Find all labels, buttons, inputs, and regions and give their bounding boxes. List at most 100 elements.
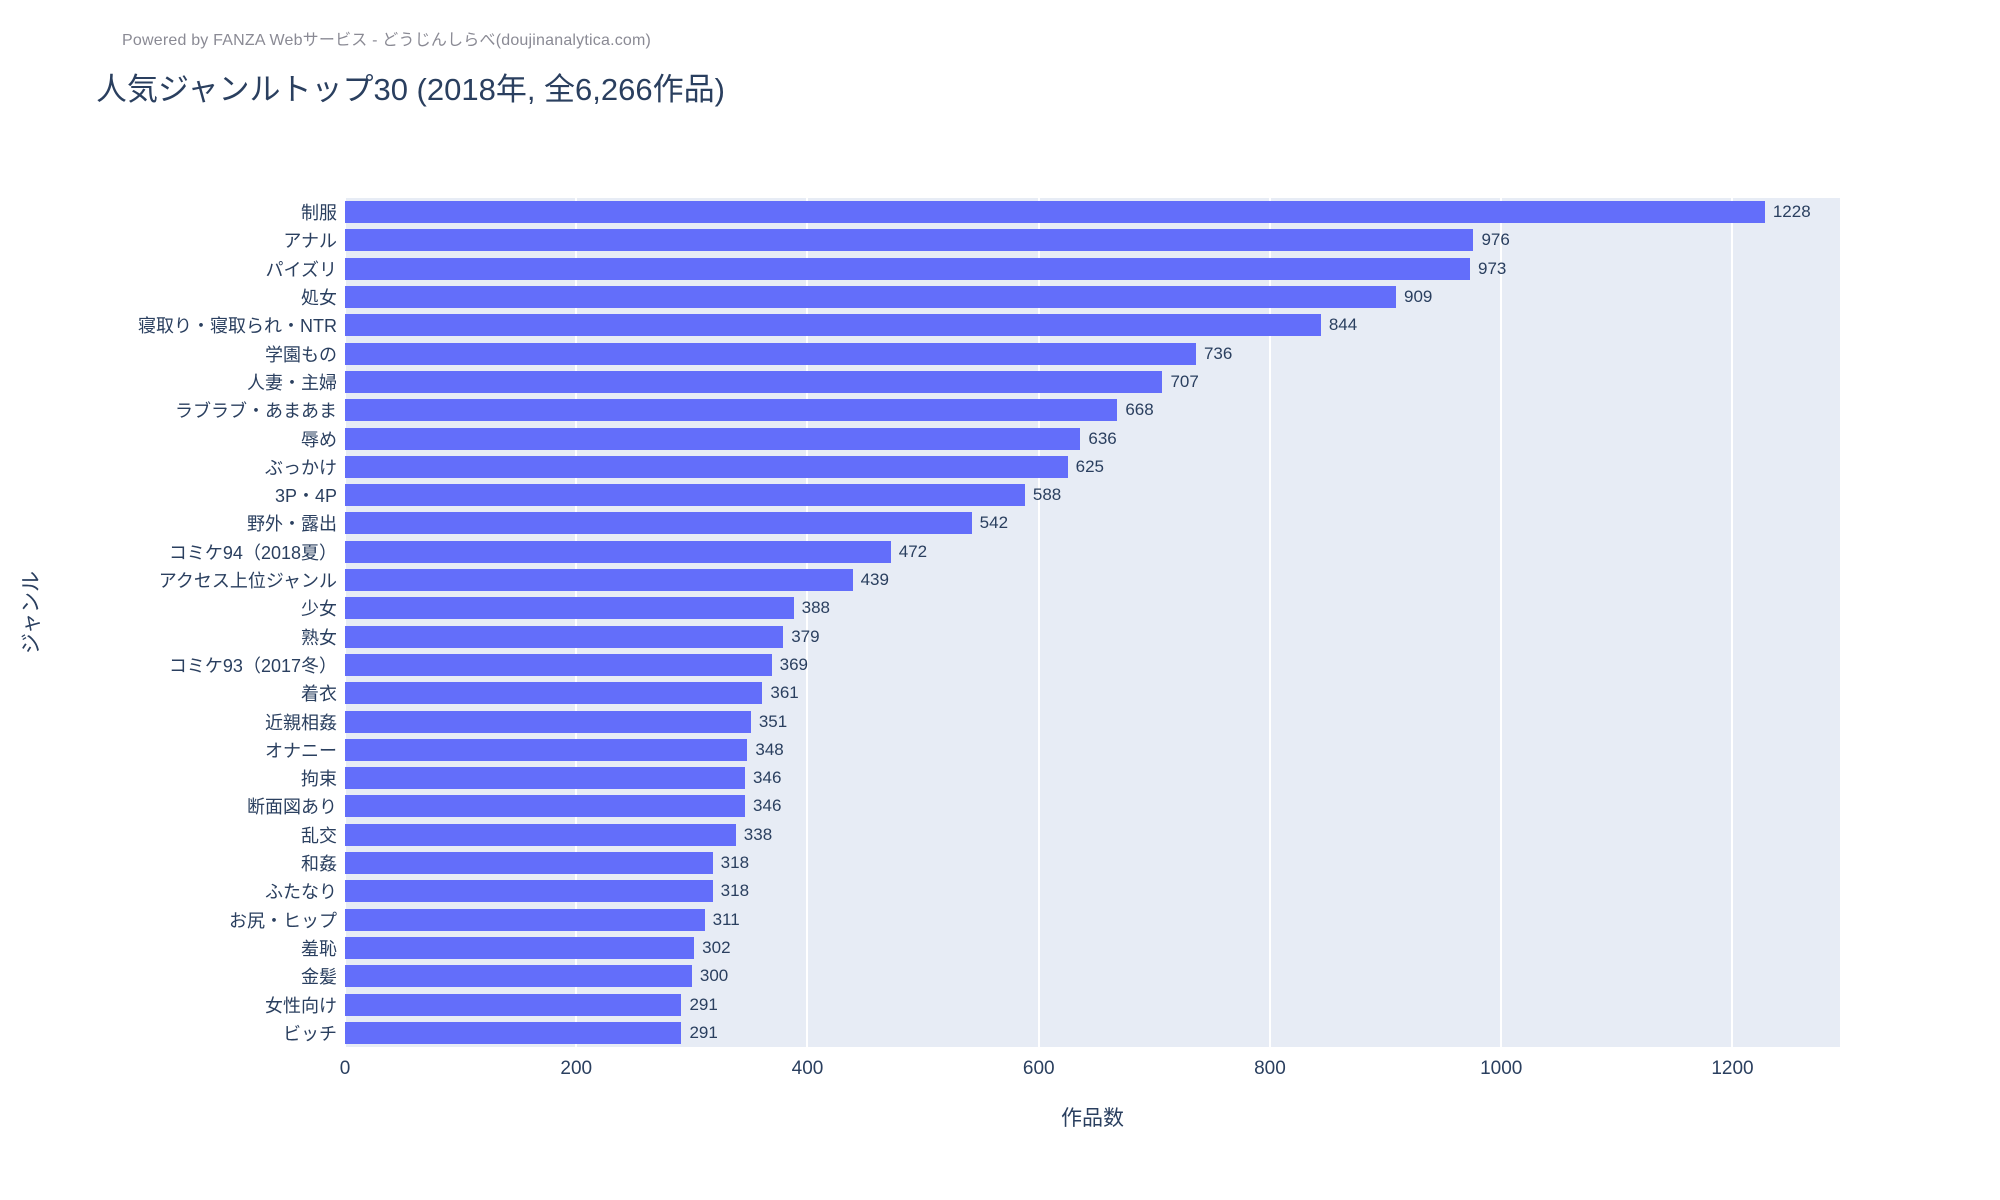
value-label-21: 346 [753,796,782,816]
bar-11[interactable] [345,512,972,535]
y-label-23: 和姦 [301,854,337,875]
value-label-13: 439 [860,570,889,590]
y-label-25: お尻・ヒップ [229,910,337,931]
gridline-x-0 [344,198,346,1047]
bar-7[interactable] [345,399,1118,422]
value-label-28: 291 [689,994,718,1014]
x-tick-1200: 1200 [1711,1058,1754,1079]
bar-26[interactable] [345,936,695,959]
value-label-10: 588 [1032,485,1062,505]
value-label-25: 311 [712,909,740,929]
bar-17[interactable] [345,682,763,705]
bar-22[interactable] [345,823,736,846]
bar-27[interactable] [345,965,692,988]
value-label-5: 736 [1203,343,1233,363]
gridline-x-800 [1268,198,1271,1047]
y-label-14: 少女 [301,599,337,620]
x-tick-400: 400 [791,1058,824,1079]
y-label-10: 3P・4P [274,486,337,507]
value-label-19: 348 [755,739,784,759]
bar-9[interactable] [345,455,1068,478]
x-tick-800: 800 [1254,1058,1286,1079]
y-label-28: 女性向け [265,995,337,1016]
y-label-13: アクセス上位ジャンル [158,571,337,592]
gridline-x-600 [1037,198,1040,1047]
value-label-7: 668 [1125,400,1154,420]
bar-8[interactable] [345,427,1081,450]
value-label-26: 302 [702,937,731,957]
value-label-12: 472 [898,541,928,561]
gridline-x-200 [575,198,578,1047]
value-label-2: 973 [1478,258,1507,278]
bar-10[interactable] [345,484,1025,507]
y-label-17: 着衣 [301,684,337,705]
value-label-8: 636 [1088,428,1117,448]
bar-16[interactable] [345,653,772,676]
y-label-24: ふたなり [265,882,337,903]
bar-29[interactable] [345,1021,682,1044]
y-label-29: ビッチ [283,1023,337,1044]
y-label-15: 熟女 [301,627,337,648]
value-label-3: 909 [1404,287,1433,307]
x-tick-1000: 1000 [1480,1058,1523,1079]
y-axis-title: ジャンル [20,571,43,654]
gridline-x-1000 [1500,198,1503,1047]
y-label-9: ぶっかけ [265,457,337,478]
y-label-27: 金髪 [301,967,337,988]
bar-21[interactable] [345,795,746,818]
value-label-23: 318 [720,853,750,873]
bar-18[interactable] [345,710,751,733]
y-label-18: 近親相姦 [265,712,337,733]
y-label-11: 野外・露出 [247,514,337,535]
y-label-12: コミケ94（2018夏） [168,542,337,563]
bar-25[interactable] [345,908,705,931]
bar-1[interactable] [345,229,1474,252]
value-label-6: 707 [1170,371,1199,391]
y-label-20: 拘束 [301,769,337,790]
bar-15[interactable] [345,625,784,648]
y-label-26: 羞恥 [301,938,337,959]
bar-4[interactable] [345,314,1321,337]
bar-23[interactable] [345,852,713,875]
bar-24[interactable] [345,880,713,903]
y-label-7: ラブラブ・あまあま [175,401,337,422]
bar-3[interactable] [345,286,1396,309]
value-label-24: 318 [720,881,750,901]
bar-0[interactable] [345,201,1765,224]
gridline-x-400 [806,198,809,1047]
bar-28[interactable] [345,993,682,1016]
value-label-15: 379 [791,626,820,646]
y-label-0: 制服 [301,203,337,224]
bar-13[interactable] [345,569,853,592]
chart-title: 人気ジャンルトップ30 (2018年, 全6,266作品) [96,72,725,107]
y-label-8: 辱め [301,429,337,450]
value-label-1: 976 [1481,230,1510,250]
value-label-18: 351 [758,711,788,731]
y-label-6: 人妻・主婦 [247,372,337,393]
bar-14[interactable] [345,597,794,620]
x-axis-title: 作品数 [1061,1107,1124,1130]
bar-20[interactable] [345,767,746,790]
value-label-11: 542 [979,513,1009,533]
value-label-16: 369 [779,654,809,674]
bar-12[interactable] [345,540,891,563]
x-tick-600: 600 [1022,1058,1055,1079]
y-label-5: 学園もの [265,344,337,365]
value-label-29: 291 [689,1022,718,1042]
y-label-22: 乱交 [301,825,337,846]
bar-5[interactable] [345,342,1196,365]
bar-19[interactable] [345,738,748,761]
y-label-21: 断面図あり [247,797,337,818]
y-label-2: パイズリ [265,259,337,280]
powered-by-credit: Powered by FANZA Webサービス - どうじんしらべ(douji… [122,32,652,49]
bar-2[interactable] [345,257,1470,280]
value-label-14: 388 [801,598,830,618]
y-label-1: アナル [283,231,337,252]
bar-6[interactable] [345,370,1163,393]
value-label-20: 346 [753,768,782,788]
y-label-19: オナニー [265,740,337,761]
x-tick-200: 200 [560,1058,593,1079]
value-label-17: 361 [770,683,799,703]
value-label-0: 1228 [1772,202,1811,222]
